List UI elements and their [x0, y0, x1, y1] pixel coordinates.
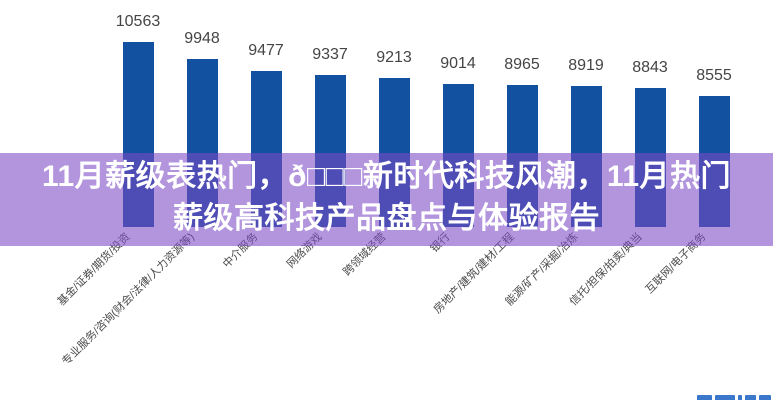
link-glyph-shape — [697, 395, 712, 400]
link-glyph-shape — [738, 395, 742, 400]
bar-value-label: 9337 — [312, 45, 348, 63]
link-glyph-shape — [759, 395, 771, 400]
link-glyph-shape — [715, 395, 735, 400]
bar-value-label: 9948 — [184, 29, 220, 47]
bar-value-label: 9477 — [248, 42, 284, 60]
bar-value-label: 8555 — [696, 67, 732, 84]
link-glyph-shape — [745, 395, 756, 400]
title-overlay-band: 11月薪级表热门，ð□□□新时代科技风潮，11月热门 薪级高科技产品盘点与体验报… — [0, 153, 773, 246]
overlay-title-line2: 薪级高科技产品盘点与体验报告 — [173, 202, 600, 235]
bar-value-label: 8919 — [568, 57, 604, 75]
bar-value-label: 9014 — [440, 54, 476, 72]
bar-value-label: 8843 — [632, 59, 668, 77]
bar-value-label: 8965 — [504, 55, 540, 73]
bar-value-label: 9213 — [376, 49, 412, 67]
overlay-title-line1: 11月薪级表热门，ð□□□新时代科技风潮，11月热门 — [41, 160, 732, 193]
x-axis-label: 专业服务/咨询(财会/法律/人力资源等) — [59, 231, 197, 368]
bar-value-label: 10563 — [115, 13, 161, 30]
clipped-link-fragment[interactable] — [697, 395, 771, 400]
